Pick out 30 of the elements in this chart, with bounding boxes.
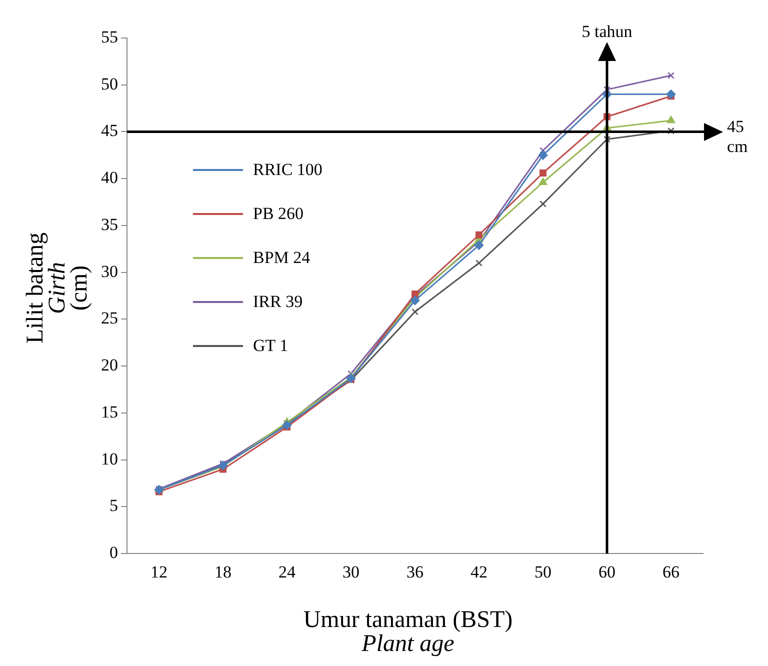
- y-tick-label: 5: [110, 496, 118, 516]
- legend-label: RRIC 100: [253, 160, 322, 180]
- y-axis-title: Lilit batang Girth (cm): [23, 232, 93, 344]
- y-tick-label: 15: [101, 402, 118, 422]
- y-tick-label: 50: [101, 74, 118, 94]
- y-tick-label: 10: [101, 449, 118, 468]
- ref-line-label: 45 cm: [727, 117, 748, 156]
- x-tick-label: 18: [214, 562, 232, 582]
- x-tick-label: 12: [150, 562, 168, 582]
- x-tick-label: 24: [278, 562, 296, 582]
- x-tick-label: 42: [470, 562, 488, 582]
- y-tick-label: 45: [101, 121, 118, 140]
- y-tick-label: 35: [101, 214, 118, 234]
- x-tick-label: 30: [342, 562, 360, 582]
- y-tick-label: 55: [101, 27, 118, 46]
- legend-label: PB 260: [253, 204, 304, 224]
- y-tick-label: 25: [101, 308, 118, 328]
- x-axis-title: Umur tanaman (BST) Plant age: [302, 607, 514, 657]
- x-tick-label: 60: [598, 562, 616, 582]
- y-tick-label: 30: [101, 262, 118, 281]
- y-tick-label: 40: [101, 168, 118, 188]
- x-tick-label: 50: [534, 562, 552, 582]
- ref-line-label: 5 tahun: [582, 22, 633, 41]
- legend-label: BPM 24: [253, 248, 310, 268]
- legend-label: IRR 39: [253, 292, 303, 312]
- y-tick-label: 20: [101, 356, 118, 375]
- x-tick-label: 36: [406, 562, 424, 582]
- legend-label: GT 1: [253, 336, 288, 356]
- x-tick-label: 66: [662, 562, 680, 582]
- y-tick-label: 0: [110, 543, 118, 562]
